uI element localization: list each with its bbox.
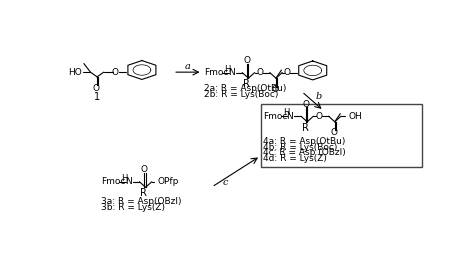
Text: O: O: [302, 100, 310, 109]
Text: O: O: [315, 112, 322, 121]
Text: 4c: R = Asp (OBzl): 4c: R = Asp (OBzl): [263, 148, 346, 157]
Text: N: N: [228, 68, 235, 77]
Text: 4b: R = Lys(Boc): 4b: R = Lys(Boc): [263, 143, 337, 151]
Text: HO: HO: [68, 68, 82, 77]
Text: b: b: [316, 92, 322, 101]
Text: c: c: [222, 178, 228, 187]
Text: N: N: [125, 177, 132, 186]
Text: R: R: [140, 188, 147, 198]
Text: 2a: R = Asp(OtBu): 2a: R = Asp(OtBu): [204, 84, 287, 93]
Text: a: a: [185, 62, 191, 71]
Text: 1: 1: [94, 92, 100, 102]
Text: O: O: [141, 165, 148, 174]
Text: H: H: [283, 108, 289, 117]
Text: 3a: R = Asp(OBzl): 3a: R = Asp(OBzl): [101, 196, 182, 206]
Text: N: N: [287, 112, 293, 121]
Text: OH: OH: [348, 112, 362, 121]
Text: O: O: [256, 68, 264, 77]
Text: R: R: [243, 79, 250, 89]
Text: R: R: [302, 122, 309, 133]
Text: H: H: [224, 65, 230, 74]
Text: O: O: [284, 68, 291, 77]
Text: 3b: R = Lys(Z): 3b: R = Lys(Z): [101, 203, 165, 211]
Text: Fmoc: Fmoc: [263, 112, 288, 121]
Text: 2b: R = Lys(Boc): 2b: R = Lys(Boc): [204, 90, 279, 99]
Text: Fmoc: Fmoc: [101, 177, 126, 186]
Text: 4d: R = Lys(Z): 4d: R = Lys(Z): [263, 154, 327, 163]
Text: OPfp: OPfp: [158, 177, 179, 186]
Bar: [261, 104, 422, 167]
Text: H: H: [121, 174, 128, 183]
Text: O: O: [92, 84, 100, 93]
Text: O: O: [330, 128, 337, 138]
Text: Fmoc: Fmoc: [204, 68, 229, 77]
Text: O: O: [272, 85, 278, 94]
Text: O: O: [112, 68, 119, 77]
Text: 4a: R = Asp(OtBu): 4a: R = Asp(OtBu): [263, 137, 346, 146]
Text: O: O: [244, 56, 251, 65]
